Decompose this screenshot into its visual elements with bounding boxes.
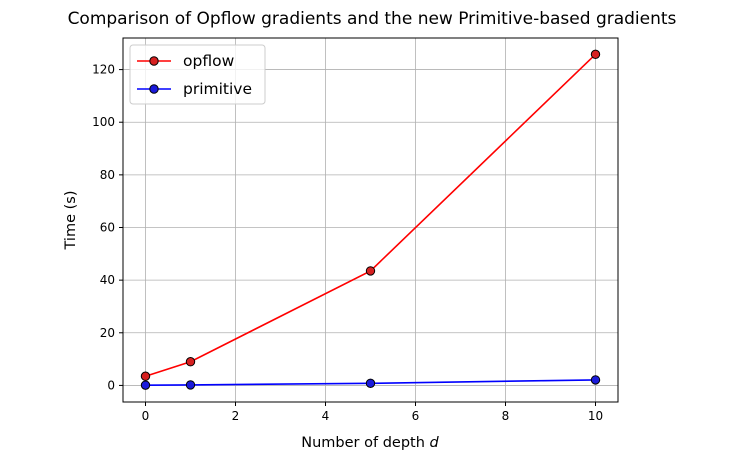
data-point-opflow xyxy=(590,49,601,60)
x-axis-label-text: Number of depth xyxy=(301,435,425,451)
y-tick-label: 20 xyxy=(100,326,115,340)
x-tick-label: 4 xyxy=(322,409,330,423)
y-tick-label: 0 xyxy=(107,378,115,392)
data-point-opflow xyxy=(185,357,196,367)
data-point-opflow xyxy=(140,371,151,381)
legend-item-primitive: primitive xyxy=(137,80,252,98)
x-axis-label: Number of depth d xyxy=(301,435,439,451)
series-line-primitive xyxy=(145,379,596,386)
y-tick-label: 100 xyxy=(92,115,115,129)
series-primitive xyxy=(140,375,601,390)
chart-title: Comparison of Opflow gradients and the n… xyxy=(68,9,677,29)
plot-area xyxy=(122,37,619,403)
y-tick-label: 60 xyxy=(100,221,115,235)
data-point-primitive xyxy=(365,378,376,389)
x-tick-label: 0 xyxy=(142,409,150,423)
x-tick-label: 6 xyxy=(412,409,420,423)
data-point-primitive xyxy=(185,380,196,390)
legend-item-opflow: opflow xyxy=(137,52,235,70)
series-layer xyxy=(140,49,601,390)
y-tick-label: 40 xyxy=(100,273,115,287)
y-tick-label: 80 xyxy=(100,168,115,182)
series-opflow xyxy=(140,49,601,381)
legend-swatch-marker xyxy=(149,84,159,94)
legend-label: primitive xyxy=(183,80,252,98)
x-tick-label: 10 xyxy=(588,409,603,423)
y-axis-label: Time (s) xyxy=(63,191,79,251)
data-point-opflow xyxy=(365,266,376,276)
series-line-opflow xyxy=(145,53,597,377)
y-tick-label: 120 xyxy=(92,63,115,77)
x-tick-label: 8 xyxy=(502,409,510,423)
data-point-primitive xyxy=(140,380,151,390)
data-point-primitive xyxy=(590,375,601,385)
x-axis-label-variable: d xyxy=(430,435,440,451)
legend-swatch-marker xyxy=(149,56,159,66)
grid xyxy=(123,38,618,402)
legend: opflow primitive xyxy=(129,44,266,105)
legend-label: opflow xyxy=(183,52,235,70)
x-tick-label: 2 xyxy=(232,409,240,423)
